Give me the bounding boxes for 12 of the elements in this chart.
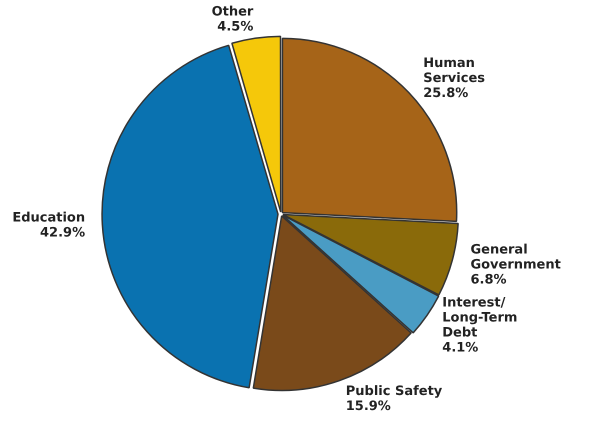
data-label: 6.8% [470, 272, 507, 288]
data-label: 25.8% [423, 86, 468, 102]
slice-label: General Government [470, 242, 561, 273]
slice-label: Other [212, 4, 254, 20]
slice-label: Human Services [423, 56, 486, 86]
data-label: 15.9% [346, 399, 391, 414]
data-label: 42.9% [40, 226, 86, 241]
data-label: 4.5% [217, 20, 254, 35]
slice-label: Interest/Long-Term Debt [442, 296, 518, 341]
slice-label: Education [12, 210, 86, 226]
slice-label: Public Safety [346, 384, 443, 400]
data-label: 4.1% [442, 340, 478, 356]
